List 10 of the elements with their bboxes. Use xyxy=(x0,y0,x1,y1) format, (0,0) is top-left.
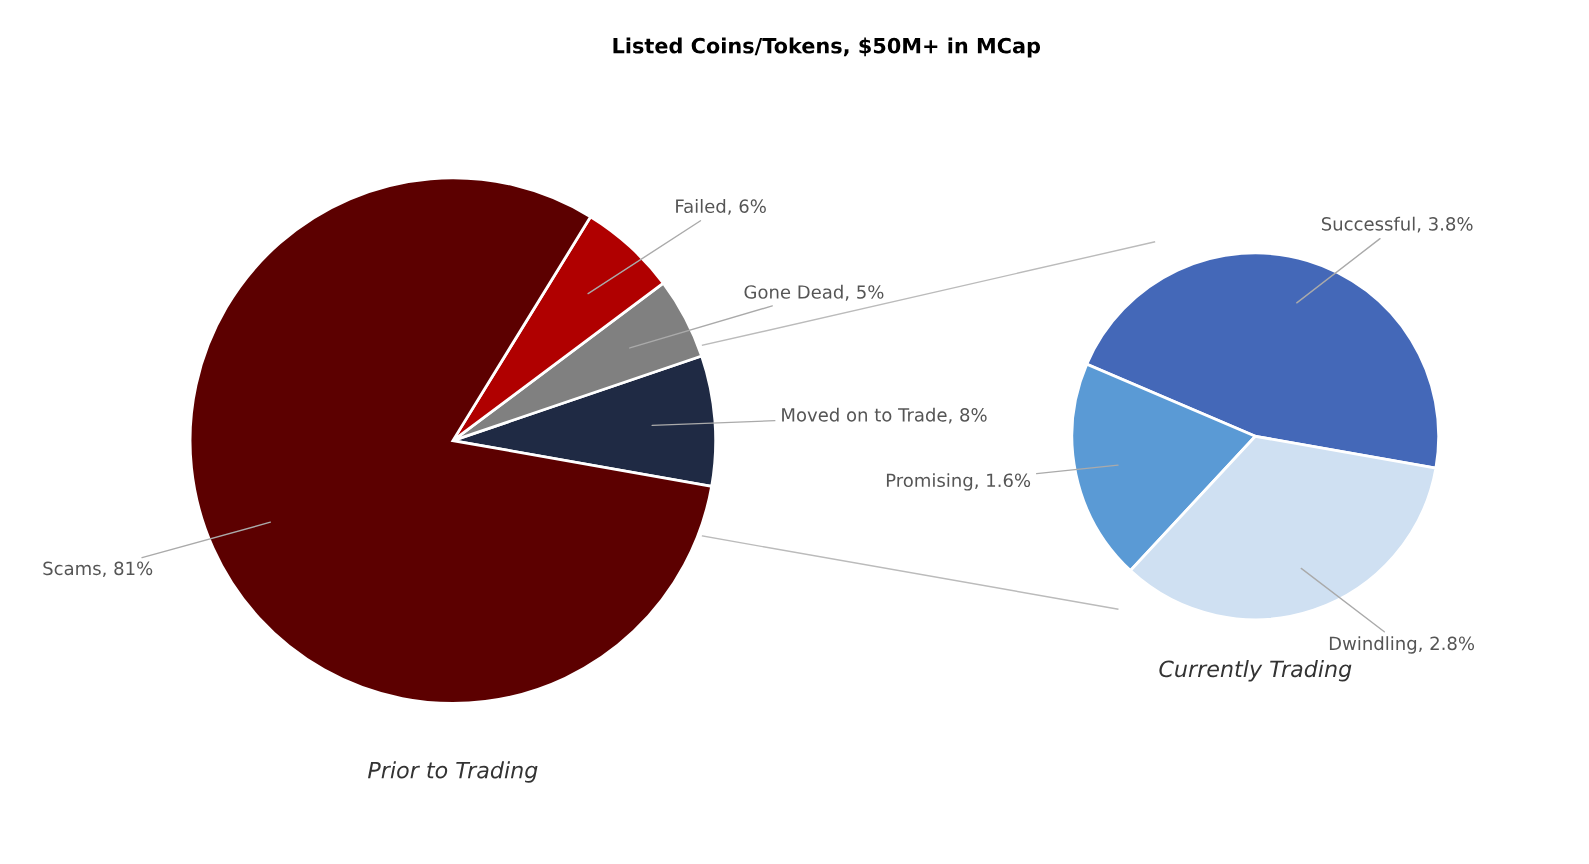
slice-label: Successful, 3.8% xyxy=(1321,216,1473,233)
slice-label: Scams, 81% xyxy=(43,561,153,577)
text: Currently Trading xyxy=(1159,660,1352,682)
slice-label: Failed, 6% xyxy=(676,199,766,215)
text: Prior to Trading xyxy=(367,761,538,783)
slice-label: Promising, 1.6% xyxy=(886,473,1031,491)
slice-label: Dwindling, 2.8% xyxy=(1329,636,1475,654)
slice-label: Moved on to Trade, 8% xyxy=(782,407,987,424)
slice-label: Gone Dead, 5% xyxy=(744,284,884,301)
chart-title: Listed Coins/Tokens, $50M+ in MCap xyxy=(613,37,1041,58)
